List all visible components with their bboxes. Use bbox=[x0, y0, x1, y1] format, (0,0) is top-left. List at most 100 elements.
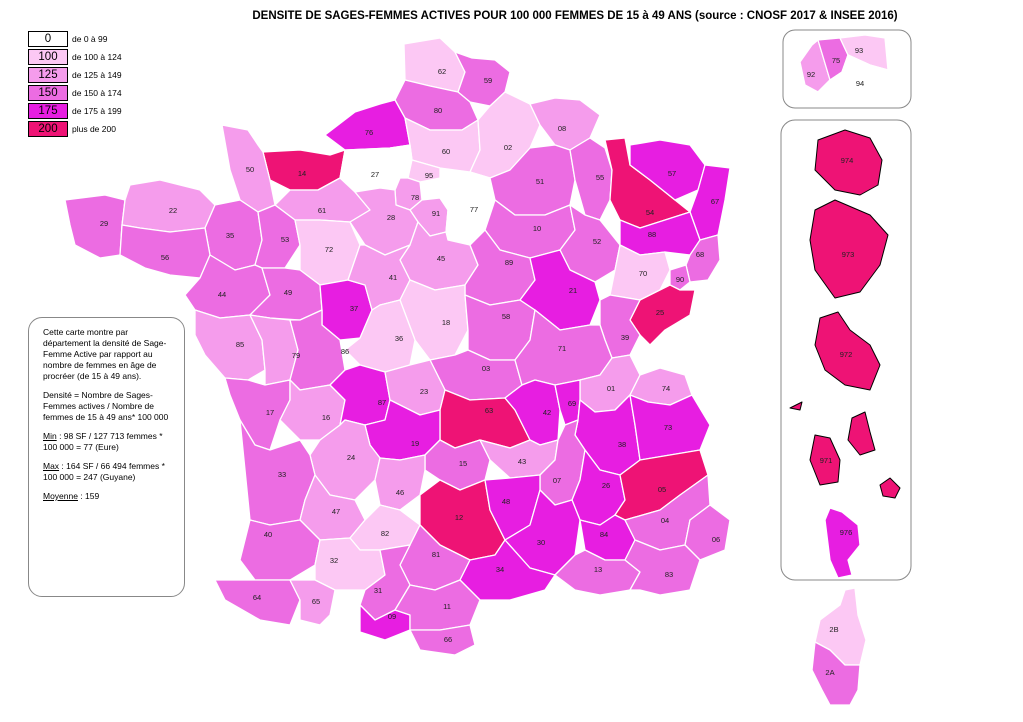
department-label: 02 bbox=[504, 143, 512, 152]
department-label: 64 bbox=[253, 593, 261, 602]
legend-swatch-0: 0 bbox=[28, 31, 68, 47]
department-label: 10 bbox=[533, 224, 541, 233]
legend-swatch-100: 100 bbox=[28, 49, 68, 65]
department-label: 88 bbox=[648, 230, 656, 239]
department-83 bbox=[624, 539, 701, 596]
department-973 bbox=[809, 199, 889, 299]
department-label: 16 bbox=[322, 413, 330, 422]
department-label: 55 bbox=[596, 173, 604, 182]
department-85 bbox=[194, 309, 266, 381]
department-label: 11 bbox=[443, 602, 451, 611]
department-label: 39 bbox=[621, 333, 629, 342]
department-label: 92 bbox=[807, 70, 815, 79]
department-label: 971 bbox=[820, 456, 833, 465]
department-label: 14 bbox=[298, 169, 306, 178]
department-label: 84 bbox=[600, 530, 608, 539]
department-90 bbox=[669, 264, 691, 291]
department-94 bbox=[817, 54, 889, 101]
department-label: 24 bbox=[347, 453, 355, 462]
department-label: 05 bbox=[658, 485, 666, 494]
department-label: 2B bbox=[829, 625, 838, 634]
legend-swatch-200: 200 bbox=[28, 121, 68, 137]
department-label: 87 bbox=[378, 398, 386, 407]
department-label: 07 bbox=[553, 476, 561, 485]
legend-row: 100 de 100 à 124 bbox=[28, 48, 122, 66]
department-972b bbox=[789, 401, 803, 411]
legend-label: plus de 200 bbox=[72, 124, 116, 134]
department-label: 61 bbox=[318, 206, 326, 215]
department-971 bbox=[809, 434, 841, 486]
department-40 bbox=[239, 519, 321, 581]
department-label: 2A bbox=[825, 668, 834, 677]
legend-swatch-175: 175 bbox=[28, 103, 68, 119]
department-label: 23 bbox=[420, 387, 428, 396]
department-label: 26 bbox=[602, 481, 610, 490]
department-974 bbox=[814, 129, 883, 196]
min-text: : 98 SF / 127 713 femmes * 100 000 = 77 … bbox=[43, 431, 163, 452]
department-label: 04 bbox=[661, 516, 669, 525]
department-label: 43 bbox=[518, 457, 526, 466]
department-label: 37 bbox=[350, 304, 358, 313]
department-label: 75 bbox=[832, 56, 840, 65]
department-2A bbox=[811, 641, 861, 706]
department-label: 86 bbox=[341, 347, 349, 356]
department-label: 40 bbox=[264, 530, 272, 539]
department-17 bbox=[224, 377, 291, 451]
max-label: Max bbox=[43, 461, 60, 471]
department-label: 48 bbox=[502, 497, 510, 506]
department-label: 09 bbox=[388, 612, 396, 621]
department-label: 51 bbox=[536, 177, 544, 186]
department-label: 82 bbox=[381, 529, 389, 538]
department-label: 27 bbox=[371, 170, 379, 179]
department-label: 36 bbox=[395, 334, 403, 343]
department-36 bbox=[344, 299, 416, 373]
department-label: 57 bbox=[668, 169, 676, 178]
department-label: 44 bbox=[218, 290, 226, 299]
department-68 bbox=[685, 234, 721, 283]
department-label: 21 bbox=[569, 286, 577, 295]
mean-text: : 159 bbox=[77, 491, 100, 501]
department-label: 68 bbox=[696, 250, 704, 259]
department-label: 77 bbox=[470, 205, 478, 214]
department-label: 60 bbox=[442, 147, 450, 156]
department-label: 94 bbox=[856, 79, 864, 88]
department-56 bbox=[119, 224, 211, 279]
department-label: 69 bbox=[568, 399, 576, 408]
department-label: 973 bbox=[842, 250, 855, 259]
department-label: 972 bbox=[840, 350, 853, 359]
mean-label: Moyenne bbox=[43, 491, 78, 501]
department-label: 46 bbox=[396, 488, 404, 497]
department-label: 33 bbox=[278, 470, 286, 479]
department-labels: 62 59 80 76 60 02 08 14 27 50 95 78 91 7… bbox=[100, 46, 864, 677]
department-label: 18 bbox=[442, 318, 450, 327]
min-label: Min bbox=[43, 431, 57, 441]
department-label: 28 bbox=[387, 213, 395, 222]
department-971b bbox=[847, 411, 876, 456]
department-label: 29 bbox=[100, 219, 108, 228]
department-41 bbox=[347, 244, 411, 311]
department-label: 78 bbox=[411, 193, 419, 202]
department-label: 35 bbox=[226, 231, 234, 240]
department-label: 06 bbox=[712, 535, 720, 544]
department-label: 41 bbox=[389, 273, 397, 282]
department-label: 74 bbox=[662, 384, 670, 393]
department-label: 03 bbox=[482, 364, 490, 373]
department-label: 974 bbox=[841, 156, 854, 165]
department-label: 71 bbox=[558, 344, 566, 353]
department-label: 49 bbox=[284, 288, 292, 297]
legend-label: de 175 à 199 bbox=[72, 106, 122, 116]
info-description: Cette carte montre par département la de… bbox=[43, 327, 167, 381]
department-976 bbox=[824, 507, 861, 579]
department-label: 72 bbox=[325, 245, 333, 254]
department-label: 62 bbox=[438, 67, 446, 76]
department-label: 79 bbox=[292, 351, 300, 360]
department-label: 93 bbox=[855, 46, 863, 55]
legend-row: 125 de 125 à 149 bbox=[28, 66, 122, 84]
department-76 bbox=[324, 99, 411, 151]
department-label: 01 bbox=[607, 384, 615, 393]
department-label: 50 bbox=[246, 165, 254, 174]
department-label: 31 bbox=[374, 586, 382, 595]
department-label: 52 bbox=[593, 237, 601, 246]
department-label: 95 bbox=[425, 171, 433, 180]
department-label: 66 bbox=[444, 635, 452, 644]
